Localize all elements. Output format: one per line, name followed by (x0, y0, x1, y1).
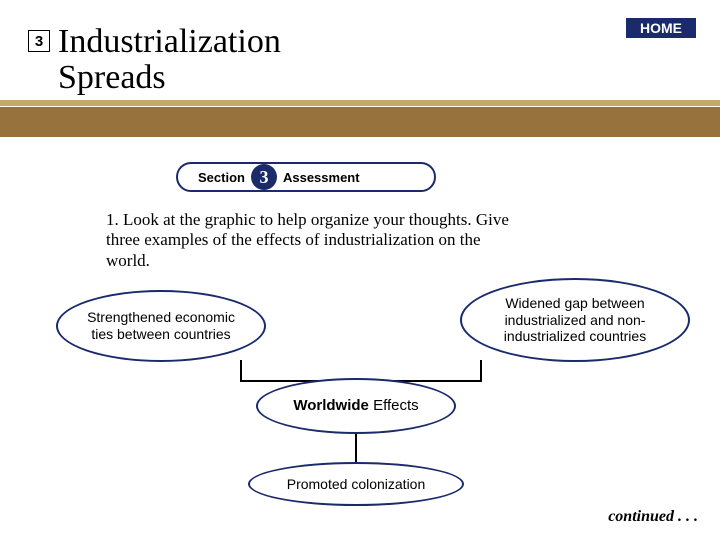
bubble-center-strong: Worldwide (293, 397, 369, 414)
bubble-center: Worldwide Effects (256, 378, 456, 434)
bubble-left: Strengthened economic ties between count… (56, 290, 266, 362)
assessment-label: Assessment (283, 170, 360, 185)
header-band-bottom (0, 107, 720, 137)
header-band-top (0, 100, 720, 106)
section-circle: 3 (251, 164, 277, 190)
connector-bottom (355, 432, 357, 464)
title-line-2: Spreads (58, 59, 166, 96)
connector-right (480, 360, 482, 382)
section-number-box: 3 (28, 30, 50, 52)
bubble-right: Widened gap between industrialized and n… (460, 278, 690, 362)
section-label: Section (198, 170, 245, 185)
bubble-bottom: Promoted colonization (248, 462, 464, 506)
question-text: 1. Look at the graphic to help organize … (106, 210, 526, 271)
page-title: Industrialization Spreads (58, 24, 281, 95)
continued-text: continued . . . (608, 508, 698, 526)
bubble-center-rest: Effects (369, 397, 419, 414)
section-pill: Section 3 Assessment (176, 162, 436, 192)
home-button[interactable]: HOME (624, 16, 698, 40)
connector-left (240, 360, 242, 382)
title-line-1: Industrialization (58, 23, 281, 60)
